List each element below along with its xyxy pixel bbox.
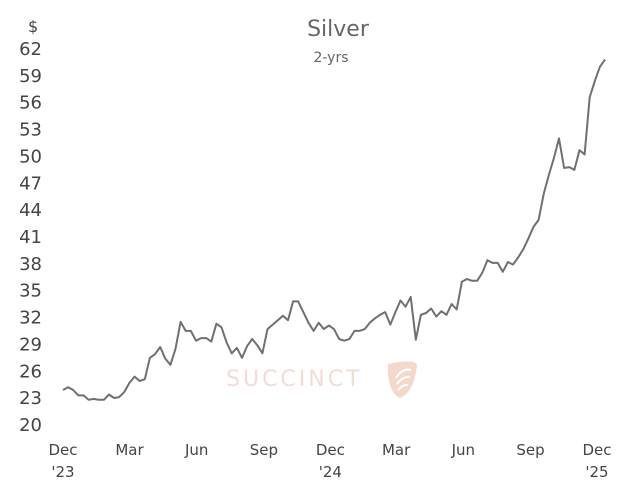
chart-title: Silver bbox=[307, 17, 369, 42]
y-tick-label: 53 bbox=[19, 120, 42, 141]
x-tick-year-label: '23 bbox=[51, 463, 74, 481]
y-axis: 20 23 26 29 32 35 38 41 44 47 50 53 56 59 62 bbox=[19, 39, 42, 436]
watermark-text: SUCCINCT bbox=[226, 367, 363, 392]
y-tick-label: 35 bbox=[19, 281, 42, 302]
watermark-logo-icon bbox=[387, 361, 417, 398]
x-tick-label: Dec bbox=[582, 441, 611, 459]
y-tick-label: 62 bbox=[19, 39, 42, 60]
x-tick-label: Jun bbox=[451, 441, 475, 459]
y-tick-label: 26 bbox=[19, 361, 42, 382]
y-tick-label: 56 bbox=[19, 93, 42, 114]
x-tick-label: Dec bbox=[48, 441, 77, 459]
y-tick-label: 59 bbox=[19, 66, 42, 87]
y-tick-label: 41 bbox=[19, 227, 42, 248]
y-tick-label: 38 bbox=[19, 254, 42, 275]
chart-subtitle: 2-yrs bbox=[313, 50, 349, 66]
x-axis: Dec '23 Mar Jun Sep Dec '24 Mar Jun Sep Dec '25 bbox=[48, 441, 611, 481]
y-tick-label: 29 bbox=[19, 334, 42, 355]
y-tick-label: 50 bbox=[19, 146, 42, 167]
watermark: SUCCINCT bbox=[226, 361, 417, 398]
series-layer bbox=[62, 59, 606, 401]
y-axis-unit: $ bbox=[28, 17, 39, 36]
y-tick-label: 20 bbox=[19, 415, 42, 436]
x-tick-year-label: '25 bbox=[585, 463, 608, 481]
y-tick-label: 23 bbox=[19, 388, 42, 409]
y-tick-label: 47 bbox=[19, 173, 42, 194]
x-tick-label: Mar bbox=[382, 441, 411, 459]
y-tick-label: 44 bbox=[19, 200, 42, 221]
series-line bbox=[62, 59, 606, 401]
x-tick-label: Sep bbox=[516, 441, 544, 459]
x-tick-label: Sep bbox=[250, 441, 278, 459]
y-tick-label: 32 bbox=[19, 308, 42, 329]
x-tick-year-label: '24 bbox=[319, 463, 342, 481]
x-tick-label: Mar bbox=[115, 441, 144, 459]
x-tick-label: Jun bbox=[184, 441, 208, 459]
x-tick-label: Dec bbox=[316, 441, 345, 459]
